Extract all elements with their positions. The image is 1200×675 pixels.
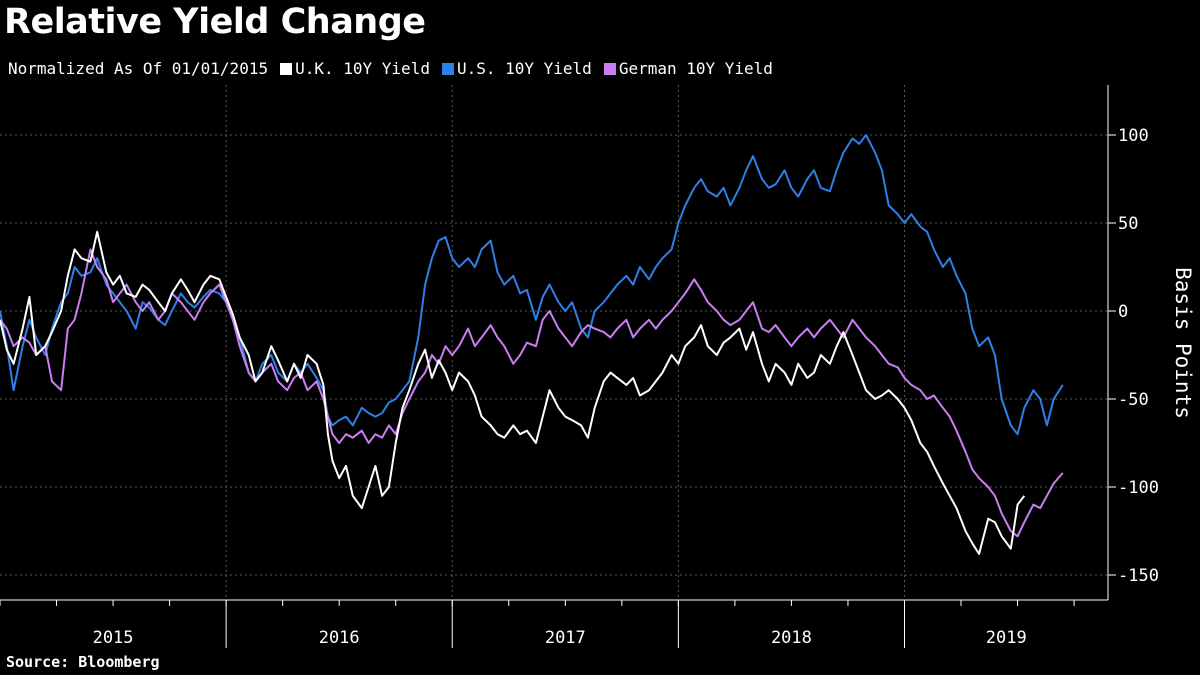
y-tick-label: -100 bbox=[1118, 478, 1159, 498]
axes bbox=[0, 85, 1116, 648]
y-tick-label: 50 bbox=[1118, 214, 1138, 234]
x-tick-label: 2019 bbox=[986, 628, 1027, 648]
legend-swatch-us bbox=[441, 62, 454, 75]
legend-subtitle: Normalized As Of 01/01/2015 bbox=[8, 59, 269, 78]
legend-label-us: U.S. 10Y Yield bbox=[456, 59, 592, 78]
x-tick-label: 2016 bbox=[319, 628, 360, 648]
y-tick-label: 100 bbox=[1118, 126, 1149, 146]
legend-item-uk: U.K. 10Y Yield bbox=[280, 59, 430, 78]
source-note: Source: Bloomberg bbox=[6, 653, 160, 671]
legend-item-de: German 10Y Yield bbox=[603, 59, 773, 78]
legend-item-us: U.S. 10Y Yield bbox=[441, 59, 592, 78]
x-tick-label: 2017 bbox=[545, 628, 586, 648]
legend-swatch-de bbox=[603, 62, 616, 75]
y-tick-label: -50 bbox=[1118, 390, 1149, 410]
y-axis-title: Basis Points bbox=[1171, 267, 1195, 419]
chart-title: Relative Yield Change bbox=[4, 2, 426, 42]
x-tick-label: 2018 bbox=[771, 628, 812, 648]
series-line-u-k-10y-yield bbox=[0, 230, 1026, 555]
legend-label-de: German 10Y Yield bbox=[618, 59, 773, 78]
series-line-u-s-10y-yield bbox=[0, 134, 1064, 436]
legend: Normalized As Of 01/01/2015 U.K. 10Y Yie… bbox=[8, 59, 773, 78]
series-line-german-10y-yield bbox=[0, 248, 1064, 538]
legend-swatch-uk bbox=[280, 62, 293, 75]
series-lines bbox=[0, 134, 1064, 555]
y-tick-label: -150 bbox=[1118, 566, 1159, 586]
x-tick-label: 2015 bbox=[93, 628, 134, 648]
y-tick-label: 0 bbox=[1118, 302, 1128, 322]
gridlines bbox=[0, 85, 1108, 600]
legend-label-uk: U.K. 10Y Yield bbox=[295, 59, 430, 78]
axis-labels: 100 50 0 -50 -100 -150 2015 2016 2017 2018 2019 Bas… bbox=[93, 126, 1195, 648]
